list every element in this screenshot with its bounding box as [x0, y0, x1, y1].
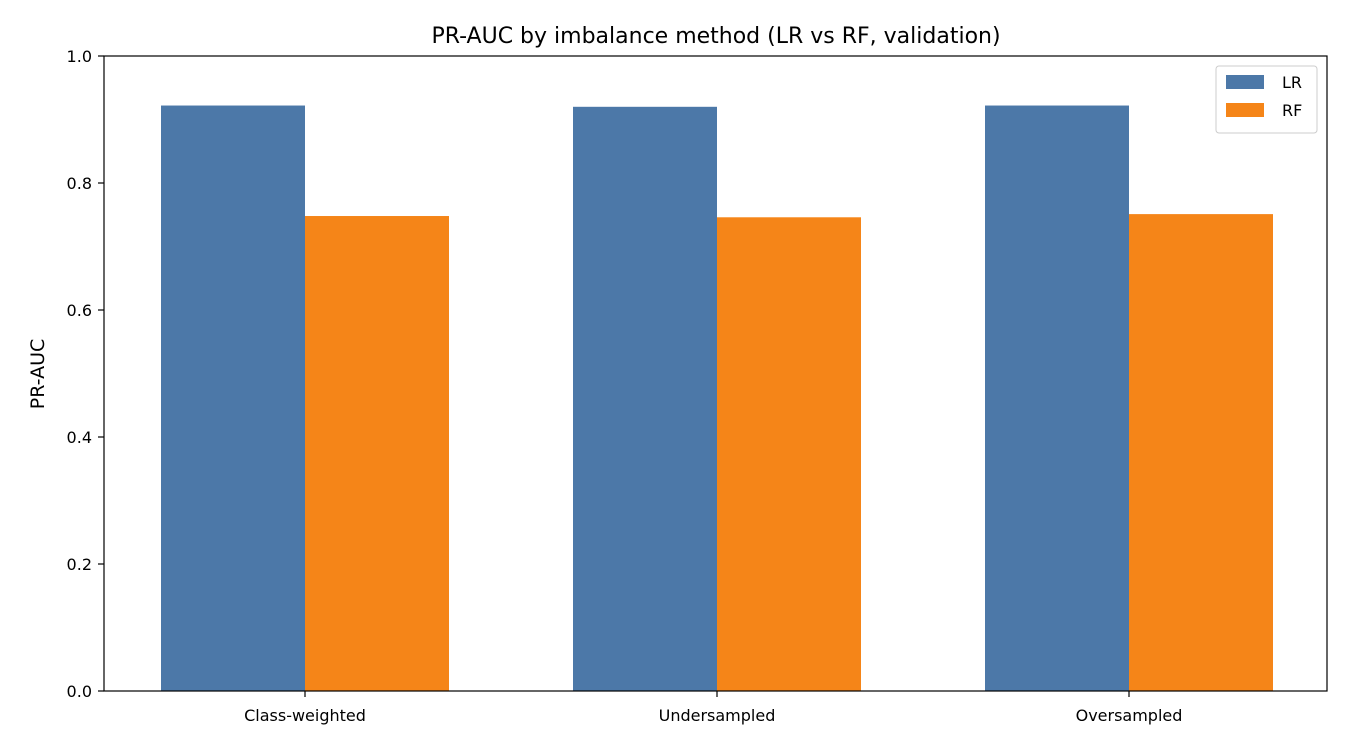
bar-rf-oversampled	[1129, 214, 1273, 692]
legend-swatch-lr	[1226, 75, 1264, 89]
legend-label-lr: LR	[1282, 73, 1302, 92]
bar-lr-class-weighted	[161, 105, 305, 691]
bars-layer	[161, 105, 1273, 692]
x-tick-label: Undersampled	[659, 706, 776, 725]
y-tick-label: 0.0	[67, 682, 92, 701]
legend: LR RF	[1215, 65, 1318, 134]
bar-lr-undersampled	[573, 106, 717, 692]
y-tick-label: 0.2	[67, 555, 92, 574]
legend-swatch-rf	[1226, 103, 1264, 117]
bar-rf-undersampled	[717, 217, 861, 692]
x-tick-label: Class-weighted	[244, 706, 366, 725]
legend-label-rf: RF	[1282, 101, 1302, 120]
y-tick-label: 0.8	[67, 174, 92, 193]
bar-rf-class-weighted	[305, 216, 449, 691]
chart-title: PR-AUC by imbalance method (LR vs RF, va…	[431, 24, 1000, 49]
y-axis-label: PR-AUC	[27, 339, 49, 410]
x-tick-label: Oversampled	[1076, 706, 1183, 725]
bar-lr-oversampled	[985, 105, 1129, 691]
y-tick-label: 0.4	[67, 428, 92, 447]
y-tick-label: 0.6	[67, 301, 92, 320]
x-axis-ticks: Class-weighted Undersampled Oversampled	[244, 691, 1182, 725]
plot-frame	[103, 55, 1328, 692]
y-tick-label: 1.0	[67, 47, 92, 66]
y-axis-ticks: 0.0 0.2 0.4 0.6 0.8 1.0	[67, 47, 104, 701]
